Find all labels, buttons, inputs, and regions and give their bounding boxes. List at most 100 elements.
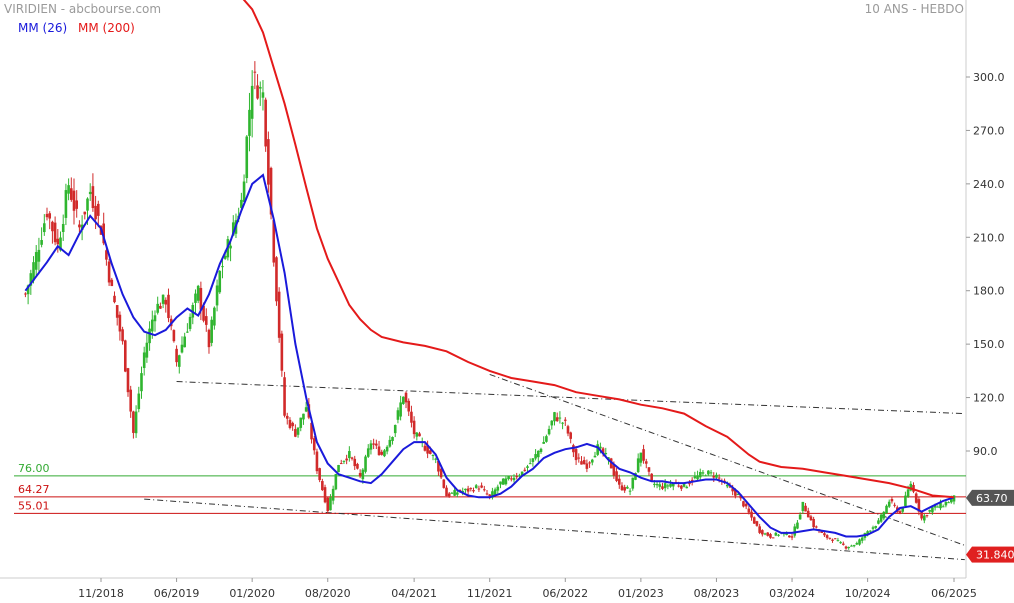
candle-up [599,446,602,449]
candle-down [642,449,645,461]
candle-up [337,464,340,473]
candle-down [107,261,111,283]
candle-down [809,516,813,521]
candle-up [869,530,872,532]
candle-up [156,303,159,313]
candle-up [885,505,888,514]
level-label: 64.27 [18,483,50,496]
candle-down [677,485,680,487]
candle-up [402,396,405,404]
candle-up [258,86,262,89]
candle-down [164,299,168,305]
candle-down [644,461,648,464]
candle-down [755,521,759,526]
candle-up [887,501,891,507]
candle-up [134,411,138,434]
candle-up [793,526,797,536]
candle-down [734,489,737,496]
candle-up [474,485,478,489]
candle-up [261,92,265,98]
candle-down [833,538,837,540]
candle-up [906,489,910,497]
candle-up [939,502,942,509]
candle-up [210,319,213,343]
candle-down [83,211,87,215]
candle-down [582,460,586,465]
trend-line [144,498,965,561]
candle-down [890,498,894,502]
candle-down [375,443,378,446]
candle-up [456,492,459,495]
candle-down [129,389,132,412]
candle-up [331,488,335,501]
y-tick-label: 150.0 [973,338,1005,351]
candle-down [380,451,384,455]
level-label: 55.01 [18,499,50,512]
candle-down [110,279,114,287]
candle-down [917,499,921,512]
candle-up [431,454,435,456]
candle-down [207,329,211,348]
candle-down [898,511,902,514]
candle-up [709,472,713,474]
candle-up [941,506,945,508]
x-tick-label: 04/2021 [391,587,437,600]
candle-down [439,468,443,478]
candle-down [820,531,824,533]
candle-up [496,486,500,491]
candle-up [29,273,33,286]
candle-up [450,492,454,494]
candle-up [736,494,740,496]
candle-down [132,411,135,433]
candle-up [685,486,689,489]
candle-up [669,483,672,487]
candle-down [326,497,330,512]
candle-down [555,417,559,422]
candle-up [399,402,402,417]
candle-down [256,85,259,99]
y-tick-label: 210.0 [973,231,1005,244]
y-tick-label: 300.0 [973,71,1005,84]
candle-down [566,426,570,434]
timeframe-label[interactable]: 10 ANS - HEBDO [864,2,964,16]
candle-down [563,419,567,421]
candle-down [752,517,756,524]
candle-down [523,469,527,471]
candle-up [636,458,640,473]
candle-down [275,257,278,302]
candle-up [631,477,635,489]
legend-ma26: MM (26) [18,21,68,35]
candle-up [850,545,853,547]
candle-up [491,491,494,498]
candle-up [682,483,686,487]
candle-up [904,495,907,506]
candle-down [769,534,772,538]
candle-up [882,511,886,519]
candle-down [123,340,127,372]
candle-up [874,526,878,528]
ma26-line [24,173,955,538]
candle-down [717,477,721,479]
candle-down [294,429,297,437]
candle-up [304,407,308,412]
candle-up [847,547,851,549]
candle-down [483,489,486,491]
candle-down [480,485,483,488]
trend-line [489,373,965,546]
candle-down [661,486,664,489]
candle-up [671,483,675,487]
candle-down [742,501,745,507]
ma200-line [242,0,955,499]
candle-up [150,319,154,332]
candle-up [59,237,62,251]
candle-down [790,536,794,538]
candle-down [253,71,257,73]
candle-down [788,535,791,538]
candle-up [383,450,386,457]
candle-down [51,221,54,232]
candle-down [159,305,162,309]
candle-up [923,515,926,521]
candle-up [596,444,599,455]
candle-down [761,530,764,535]
